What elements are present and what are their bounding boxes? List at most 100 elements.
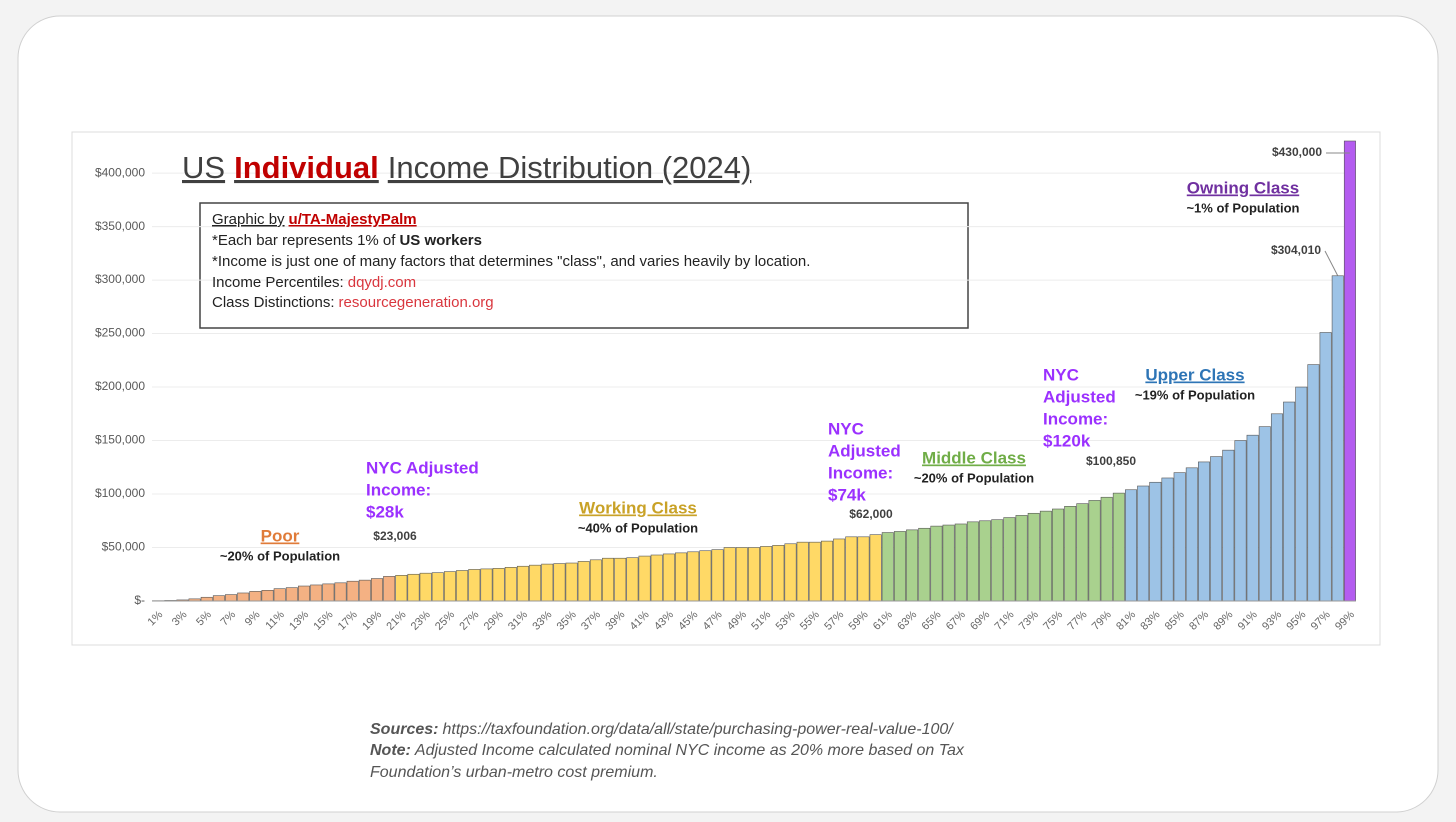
bar (225, 594, 238, 602)
bar (1039, 510, 1052, 602)
bar (1246, 434, 1259, 602)
bar (748, 547, 760, 602)
bar (845, 536, 858, 602)
bar-note-text: *Each bar represents 1% of (212, 232, 396, 249)
bar (1112, 492, 1125, 602)
footer-note-label: Note: (370, 742, 411, 759)
bar (212, 595, 225, 602)
bar (662, 553, 675, 602)
footer-note: Note: Adjusted Income calculated nominal … (370, 742, 965, 759)
credit-text: Graphic by (212, 211, 285, 228)
bar (881, 532, 894, 602)
title-part: US (182, 150, 225, 185)
bar (1137, 485, 1150, 602)
bar (273, 588, 286, 602)
bar (346, 580, 359, 602)
nyc-note: Adjusted (1043, 387, 1116, 406)
nyc-note: $120k (1043, 431, 1091, 450)
nyc-note: Income: (828, 463, 893, 482)
nyc-note: Income: (366, 480, 431, 499)
bar (869, 534, 882, 602)
class-population: ~19% of Population (1135, 387, 1255, 402)
bar (942, 524, 955, 602)
bar-note-line: *Each bar represents 1% of US workers (212, 232, 482, 249)
y-tick-label: $350,000 (95, 219, 145, 233)
nyc-note: NYC (1043, 365, 1079, 384)
bar (371, 578, 383, 602)
bar (589, 559, 602, 602)
bar (796, 541, 809, 602)
credit-author: u/TA-MajestyPalm (289, 211, 417, 228)
bar (1210, 456, 1223, 602)
bar (906, 529, 919, 602)
nyc-note: Income: (1043, 409, 1108, 428)
bar (298, 585, 311, 602)
bar (1015, 515, 1028, 602)
info-box (199, 202, 969, 329)
y-tick-label: $250,000 (95, 326, 145, 340)
bar (565, 562, 578, 602)
bar (334, 582, 347, 602)
class-population: ~20% of Population (220, 548, 340, 563)
bar (1173, 472, 1186, 602)
bar (1307, 364, 1320, 602)
y-tick-label: $300,000 (95, 272, 145, 286)
bar (626, 557, 639, 602)
footer-sources-label: Sources: (370, 721, 438, 738)
value-label: $100,850 (1086, 454, 1136, 468)
value-label: $23,006 (373, 529, 417, 543)
bar (577, 561, 590, 602)
percentiles-link: dqydj.com (348, 274, 416, 291)
bar (1258, 426, 1271, 602)
bar (237, 592, 250, 602)
percentiles-text: Income Percentiles: (212, 274, 344, 291)
footer-sources: Sources: https://taxfoundation.org/data/a… (370, 721, 954, 738)
bar (395, 575, 408, 602)
footer-note-cont: Foundation’s urban-metro cost premium. (370, 764, 658, 781)
nyc-note: $74k (828, 485, 866, 504)
bar (918, 527, 931, 602)
bar (1270, 413, 1283, 602)
value-label: $304,010 (1271, 243, 1321, 257)
bar (808, 541, 821, 602)
bar (322, 583, 335, 602)
bar (772, 545, 785, 602)
y-tick-label: $200,000 (95, 379, 145, 393)
bar (541, 563, 554, 602)
caveat-line: *Income is just one of many factors that… (212, 253, 810, 270)
bar (723, 547, 736, 602)
class-population: ~1% of Population (1186, 200, 1299, 215)
bar (820, 540, 833, 602)
bar (310, 584, 323, 602)
bar (1234, 440, 1247, 602)
bar (285, 587, 298, 602)
bar (602, 557, 615, 602)
nyc-note: NYC (828, 419, 864, 438)
bar (480, 568, 493, 602)
bar (1125, 489, 1137, 602)
bar (200, 596, 213, 602)
classes-line: Class Distinctions: resourcegeneration.or… (212, 294, 494, 311)
class-population: ~40% of Population (578, 520, 698, 535)
bar (1003, 517, 1016, 602)
value-label: $62,000 (849, 507, 893, 521)
y-tick-label: $- (134, 593, 145, 607)
bar (1319, 332, 1332, 602)
bar (1222, 449, 1235, 602)
y-tick-label: $150,000 (95, 433, 145, 447)
bar (966, 521, 979, 602)
bar (431, 572, 444, 602)
bar (1161, 477, 1174, 602)
bar (760, 546, 773, 602)
bar (979, 520, 992, 602)
bar-note-emph: US workers (399, 232, 482, 249)
bar (991, 519, 1004, 602)
footer-note-text: Adjusted Income calculated nominal NYC i… (414, 742, 965, 759)
classes-link: resourcegeneration.org (339, 294, 494, 311)
bar (456, 570, 469, 602)
leader-line (1324, 250, 1339, 277)
bar (1197, 461, 1210, 602)
bar (711, 549, 724, 602)
class-name: Poor (261, 526, 300, 545)
bar (833, 538, 846, 602)
